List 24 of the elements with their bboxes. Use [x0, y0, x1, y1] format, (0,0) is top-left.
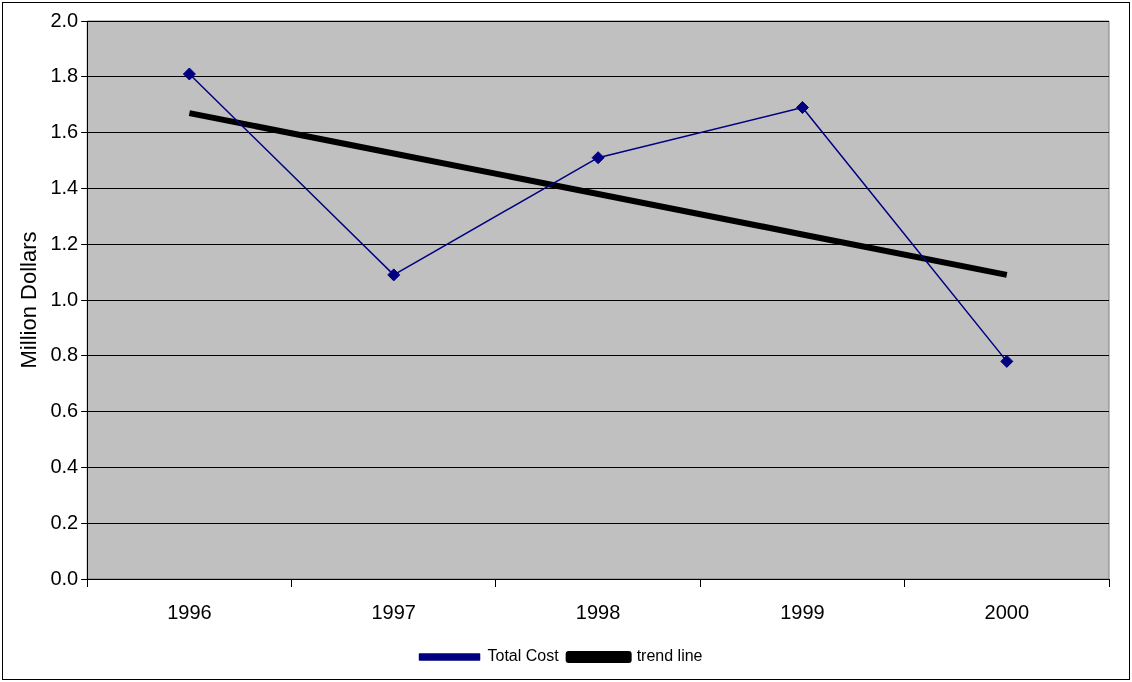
- y-tick-label: 1.0: [50, 287, 79, 310]
- y-tick-label: 1.4: [50, 175, 79, 198]
- y-tick-label: 0.6: [50, 399, 79, 422]
- y-tick-label: 0.2: [50, 510, 79, 533]
- y-axis-title: Million Dollars: [16, 231, 42, 369]
- y-tick-label: 0.0: [50, 566, 79, 589]
- y-tick-label: 2.0: [50, 8, 79, 31]
- x-tick-label: 1996: [167, 600, 212, 623]
- legend-label: Total Cost: [487, 647, 560, 665]
- point: [795, 100, 809, 114]
- y-tick-label: 0.4: [50, 454, 79, 477]
- point: [1000, 354, 1014, 368]
- y-tick-label: 0.8: [50, 343, 79, 366]
- x-tick-label: 1999: [780, 600, 825, 623]
- y-tick-label: 1.6: [50, 120, 79, 143]
- y-tick-label: 1.8: [50, 64, 79, 87]
- point: [591, 151, 605, 165]
- point: [182, 67, 196, 81]
- x-tick-label: 1998: [575, 600, 621, 623]
- legend-label: trend line: [636, 647, 703, 665]
- x-tick-label: 1997: [371, 600, 416, 623]
- y-tick-label: 1.2: [50, 231, 79, 254]
- point: [387, 268, 401, 282]
- x-tick-label: 2000: [984, 600, 1030, 623]
